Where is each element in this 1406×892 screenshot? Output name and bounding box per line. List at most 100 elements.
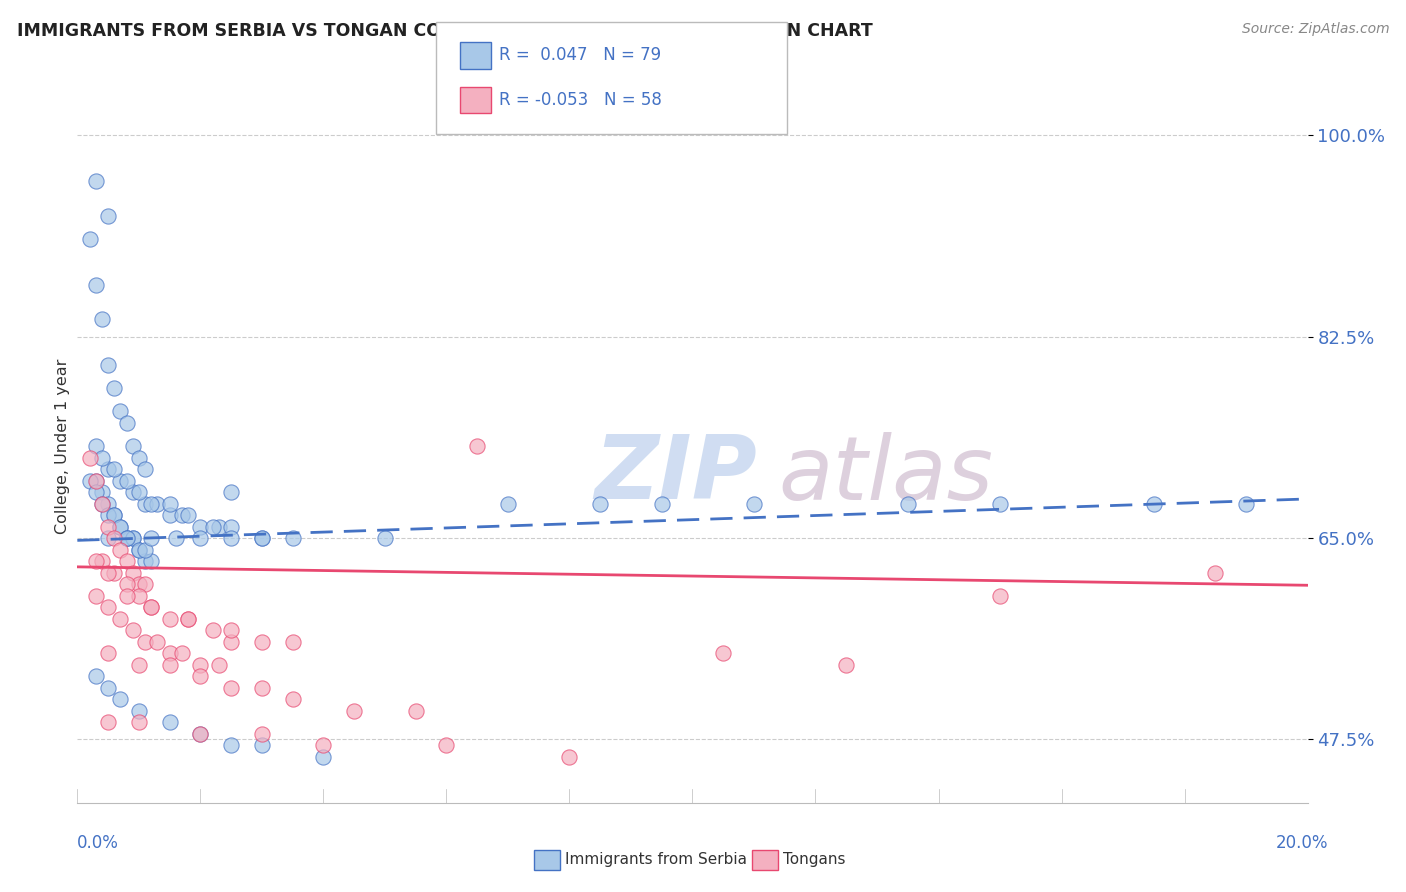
Point	[188, 657, 212, 672]
Point	[128, 704, 150, 718]
Point	[159, 715, 181, 730]
Point	[177, 612, 200, 626]
Point	[250, 681, 273, 695]
Point	[219, 531, 242, 545]
Point	[103, 508, 125, 522]
Point	[90, 497, 114, 511]
Text: atlas: atlas	[779, 432, 994, 517]
Point	[134, 497, 156, 511]
Point	[97, 497, 120, 511]
Point	[558, 749, 581, 764]
Point	[141, 497, 163, 511]
Text: 20.0%: 20.0%	[1277, 834, 1329, 852]
Point	[128, 577, 150, 591]
Point	[79, 232, 101, 246]
Point	[128, 542, 150, 557]
Point	[219, 634, 242, 648]
Point	[208, 519, 231, 533]
Point	[159, 497, 181, 511]
Point	[134, 577, 156, 591]
Point	[110, 404, 132, 418]
Point	[84, 174, 107, 188]
Point	[146, 634, 169, 648]
Point	[711, 646, 734, 660]
Point	[84, 589, 107, 603]
Point	[79, 474, 101, 488]
Point	[170, 508, 193, 522]
Point	[250, 738, 273, 752]
Point	[250, 531, 273, 545]
Point	[159, 508, 181, 522]
Point	[165, 531, 187, 545]
Point	[405, 704, 427, 718]
Point	[110, 692, 132, 706]
Point	[589, 497, 612, 511]
Point	[128, 657, 150, 672]
Point	[115, 531, 138, 545]
Point	[988, 497, 1011, 511]
Point	[897, 497, 920, 511]
Point	[115, 416, 138, 430]
Point	[219, 485, 242, 500]
Point	[141, 600, 163, 615]
Point	[281, 634, 304, 648]
Point	[115, 577, 138, 591]
Point	[146, 497, 169, 511]
Point	[97, 681, 120, 695]
Point	[177, 508, 200, 522]
Point	[90, 312, 114, 326]
Point	[110, 519, 132, 533]
Text: Immigrants from Serbia: Immigrants from Serbia	[565, 853, 747, 867]
Point	[128, 450, 150, 465]
Point	[110, 519, 132, 533]
Point	[97, 531, 120, 545]
Point	[208, 657, 231, 672]
Point	[219, 519, 242, 533]
Text: R =  0.047   N = 79: R = 0.047 N = 79	[499, 46, 661, 64]
Point	[79, 450, 101, 465]
Point	[496, 497, 519, 511]
Point	[1234, 497, 1257, 511]
Text: ZIP: ZIP	[595, 431, 756, 518]
Point	[128, 542, 150, 557]
Point	[121, 566, 143, 580]
Point	[103, 531, 125, 545]
Point	[121, 531, 143, 545]
Point	[374, 531, 396, 545]
Point	[128, 589, 150, 603]
Point	[97, 359, 120, 373]
Point	[121, 531, 143, 545]
Point	[115, 554, 138, 568]
Point	[115, 589, 138, 603]
Point	[159, 612, 181, 626]
Point	[97, 715, 120, 730]
Point	[84, 554, 107, 568]
Point	[188, 727, 212, 741]
Text: R = -0.053   N = 58: R = -0.053 N = 58	[499, 91, 662, 109]
Point	[312, 749, 335, 764]
Point	[835, 657, 858, 672]
Point	[159, 646, 181, 660]
Point	[97, 566, 120, 580]
Point	[141, 600, 163, 615]
Point	[436, 738, 458, 752]
Point	[188, 669, 212, 683]
Y-axis label: College, Under 1 year: College, Under 1 year	[55, 359, 70, 533]
Point	[90, 497, 114, 511]
Point	[121, 485, 143, 500]
Text: 0.0%: 0.0%	[77, 834, 120, 852]
Point	[281, 531, 304, 545]
Point	[84, 277, 107, 292]
Point	[110, 474, 132, 488]
Point	[250, 727, 273, 741]
Point	[742, 497, 765, 511]
Point	[134, 462, 156, 476]
Point	[84, 485, 107, 500]
Point	[188, 519, 212, 533]
Point	[121, 623, 143, 637]
Text: IMMIGRANTS FROM SERBIA VS TONGAN COLLEGE, UNDER 1 YEAR CORRELATION CHART: IMMIGRANTS FROM SERBIA VS TONGAN COLLEGE…	[17, 22, 873, 40]
Point	[84, 439, 107, 453]
Point	[201, 519, 224, 533]
Point	[90, 485, 114, 500]
Point	[84, 669, 107, 683]
